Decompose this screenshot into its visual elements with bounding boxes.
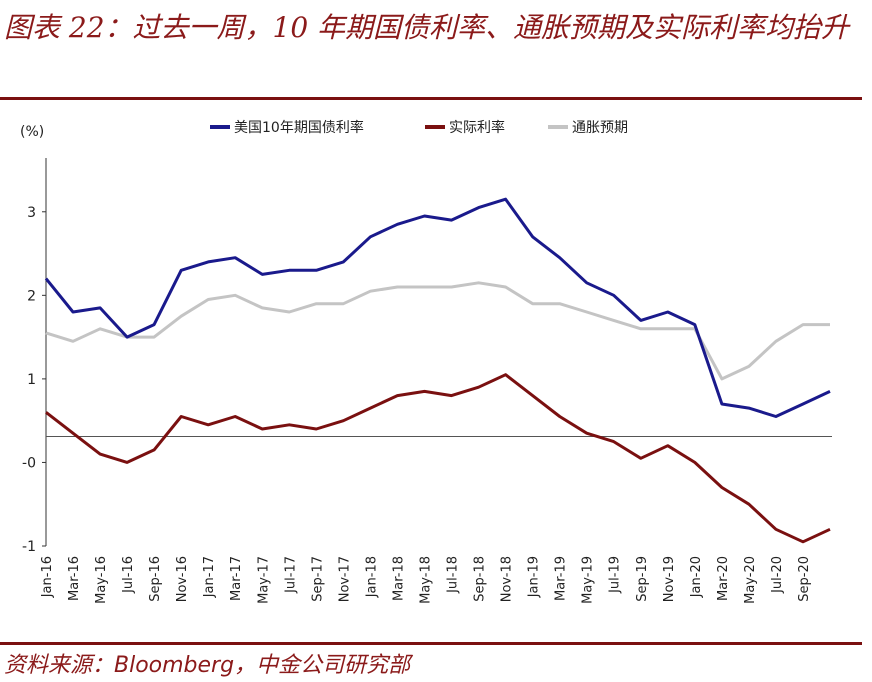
x-tick-label: Jan-17 <box>202 556 217 598</box>
x-tick-label: May-18 <box>418 556 433 604</box>
x-tick-label: Jan-16 <box>40 556 55 598</box>
series-line <box>45 373 831 544</box>
chart-title: 图表 22：过去一周，10 年期国债利率、通胀预期及实际利率均抬升 <box>4 11 850 44</box>
x-tick-label: Sep-20 <box>797 556 812 602</box>
chart-legend: 美国10年期国债利率 实际利率 通胀预期 <box>210 119 628 136</box>
y-tick-label: -1 <box>22 539 36 555</box>
x-tick-label: Jan-18 <box>364 556 379 598</box>
x-tick-label: May-16 <box>94 556 109 604</box>
x-tick-label: Jul-20 <box>770 556 785 594</box>
x-tick-label: Nov-18 <box>500 556 515 602</box>
y-tick-label: 1 <box>27 372 36 388</box>
y-axis-label: (%) <box>20 124 44 140</box>
y-tick-label: -0 <box>22 455 36 471</box>
series-line <box>45 281 830 381</box>
x-tick-label: Jul-19 <box>608 556 623 594</box>
x-tick-label: Jul-18 <box>446 556 461 594</box>
x-tick-label: Sep-16 <box>148 556 163 602</box>
legend-label: 美国10年期国债利率 <box>234 119 364 136</box>
x-tick-label: Jul-16 <box>121 556 136 594</box>
x-tick-label: Mar-20 <box>716 556 731 601</box>
x-tick-label: May-17 <box>256 556 271 604</box>
legend-label: 实际利率 <box>449 119 505 136</box>
x-tick-label: Nov-17 <box>337 556 352 602</box>
x-tick-label: Nov-19 <box>662 556 677 602</box>
x-tick-label: Nov-16 <box>175 556 190 602</box>
line-chart: (%) 美国10年期国债利率 实际利率 通胀预期 3 2 1 -0 -1 Jan-16 Mar… <box>20 119 832 604</box>
x-tick-label: Sep-17 <box>310 556 325 602</box>
legend-label: 通胀预期 <box>572 120 628 136</box>
y-tick-label: 2 <box>27 288 36 304</box>
x-tick-label: Jan-20 <box>689 556 704 598</box>
x-tick-label: May-20 <box>743 556 758 604</box>
footer-divider <box>0 642 862 645</box>
x-tick-label: Sep-19 <box>635 556 650 602</box>
series-line <box>44 197 831 418</box>
x-tick-label: Jan-19 <box>527 556 542 598</box>
x-tick-label: Jul-17 <box>283 556 298 594</box>
y-tick-label: 3 <box>27 205 36 221</box>
x-axis: Jan-16 Mar-16 May-16 Jul-16 Sep-16 Nov-16 Jan-… <box>40 435 832 604</box>
x-tick-label: Sep-18 <box>473 556 488 602</box>
series-lines <box>44 197 831 544</box>
title-divider <box>0 97 862 100</box>
x-tick-label: May-19 <box>581 556 596 604</box>
x-tick-label: Mar-16 <box>67 556 82 601</box>
x-tick-label: Mar-19 <box>554 556 569 601</box>
x-tick-label: Mar-18 <box>391 556 406 601</box>
x-tick-label: Mar-17 <box>229 556 244 601</box>
y-axis: 3 2 1 -0 -1 <box>22 158 47 555</box>
source-note: 资料来源：Bloomberg，中金公司研究部 <box>4 653 411 678</box>
